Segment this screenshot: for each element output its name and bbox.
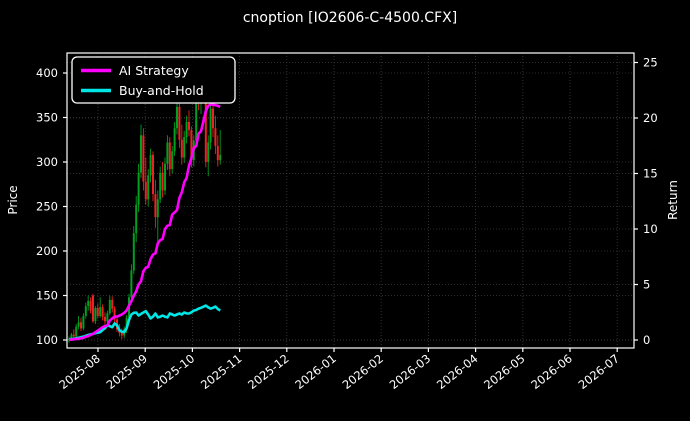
legend-label-ai-strategy: AI Strategy (119, 63, 189, 78)
candle-body-down (180, 139, 183, 158)
candle-body-up (207, 142, 210, 162)
candle-body-down (190, 129, 193, 161)
candle-body-down (101, 307, 104, 317)
x-tick-label: 2026-05 (481, 351, 527, 392)
x-tick-label: 2026-01 (292, 351, 338, 392)
x-tick-label: 2026-02 (340, 351, 386, 392)
candle-body-down (212, 108, 214, 129)
candle-body-up (75, 326, 78, 337)
chart-title: cnoption [IO2606-C-4500.CFX] (243, 10, 457, 26)
candle-body-down (72, 334, 75, 337)
candle-body-up (140, 135, 142, 173)
candle-body-up (82, 315, 85, 329)
x-tick-label: 2026-07 (576, 351, 622, 392)
return-tick-label: 25 (643, 56, 658, 70)
candle-body-up (219, 154, 222, 161)
candle-body-up (166, 142, 169, 164)
grid-layer (67, 53, 634, 348)
candle-body-down (154, 194, 157, 218)
candle-body-down (188, 121, 190, 130)
legend-label-buy-and-hold: Buy-and-Hold (119, 83, 204, 98)
candle-body-up (125, 317, 128, 330)
candle-body-up (84, 306, 87, 316)
price-tick-label: 200 (36, 244, 58, 258)
candle-body-up (164, 163, 166, 191)
price-tick-label: 400 (36, 66, 58, 80)
candle-body-up (209, 108, 212, 143)
price-tick-label: 300 (36, 155, 58, 169)
return-tick-label: 0 (643, 333, 650, 347)
candle-body-down (113, 308, 116, 320)
candle-body-up (130, 270, 133, 298)
candle-body-up (99, 307, 102, 316)
x-tick-label: 2025-11 (198, 351, 244, 392)
candle-body-up (156, 199, 159, 218)
price-tick-label: 100 (36, 333, 58, 347)
axes-layer (63, 52, 638, 352)
price-tick-label: 350 (36, 111, 58, 125)
ai-strategy-line (68, 103, 221, 342)
return-axis-label: Return (666, 180, 680, 220)
x-tick-label: 2026-03 (387, 351, 433, 392)
price-tick-label: 250 (36, 200, 58, 214)
legend-item-ai-strategy: AI Strategy (81, 63, 189, 78)
candle-body-up (149, 154, 152, 176)
candle-body-down (120, 332, 123, 336)
candle-body-up (70, 334, 73, 340)
x-tick-label: 2026-06 (528, 351, 574, 392)
candle-body-down (214, 128, 217, 146)
candle-body-up (94, 307, 97, 322)
candle-body-up (77, 322, 80, 327)
candle-body-down (96, 307, 99, 316)
candle-body-up (106, 313, 109, 322)
candle-body-down (161, 172, 164, 191)
x-tick-label: 2025-12 (245, 351, 291, 392)
candle-body-up (135, 204, 138, 234)
candle-body-down (104, 316, 106, 322)
candle-body-down (178, 106, 181, 140)
candle-body-up (159, 172, 162, 200)
candle-body-down (111, 299, 114, 309)
candle-body-up (147, 175, 150, 200)
candle-body-down (152, 154, 154, 195)
return-tick-label: 20 (643, 111, 658, 125)
line-series-layer (68, 103, 221, 342)
candle-body-down (168, 142, 171, 170)
candle-body-up (195, 74, 198, 141)
candle-body-up (173, 128, 176, 152)
candle-body-down (216, 145, 219, 161)
plot-border (66, 52, 635, 349)
candle-body-down (144, 181, 147, 200)
candle-body-down (89, 300, 92, 311)
legend: AI Strategy Buy-and-Hold (71, 56, 236, 104)
tick-labels-layer: 2025-08 2025-09 2025-10 2025-11 2025-12 2026-… (36, 56, 658, 392)
candle-body-up (185, 121, 188, 138)
candle-body-down (92, 295, 94, 322)
x-tick-label: 2026-04 (434, 351, 480, 392)
x-tick-label: 2025-09 (104, 351, 150, 392)
candle-body-up (108, 299, 111, 314)
price-axis-label: Price (6, 185, 20, 214)
legend-item-buy-and-hold: Buy-and-Hold (81, 83, 204, 98)
x-tick-label: 2025-08 (56, 351, 102, 392)
price-tick-label: 150 (36, 289, 58, 303)
candle-body-down (142, 135, 145, 182)
candle-body-down (80, 322, 82, 329)
candle-body-up (87, 300, 90, 307)
x-tick-label: 2025-10 (151, 351, 197, 392)
candle-body-up (137, 172, 140, 205)
candle-body-up (176, 106, 178, 129)
return-tick-label: 15 (643, 167, 658, 181)
legend-box (71, 56, 236, 104)
candle-body-up (171, 151, 174, 170)
candle-body-up (183, 137, 186, 158)
candle-body-up (132, 233, 135, 271)
return-tick-label: 10 (643, 222, 658, 236)
return-tick-label: 5 (643, 278, 650, 292)
